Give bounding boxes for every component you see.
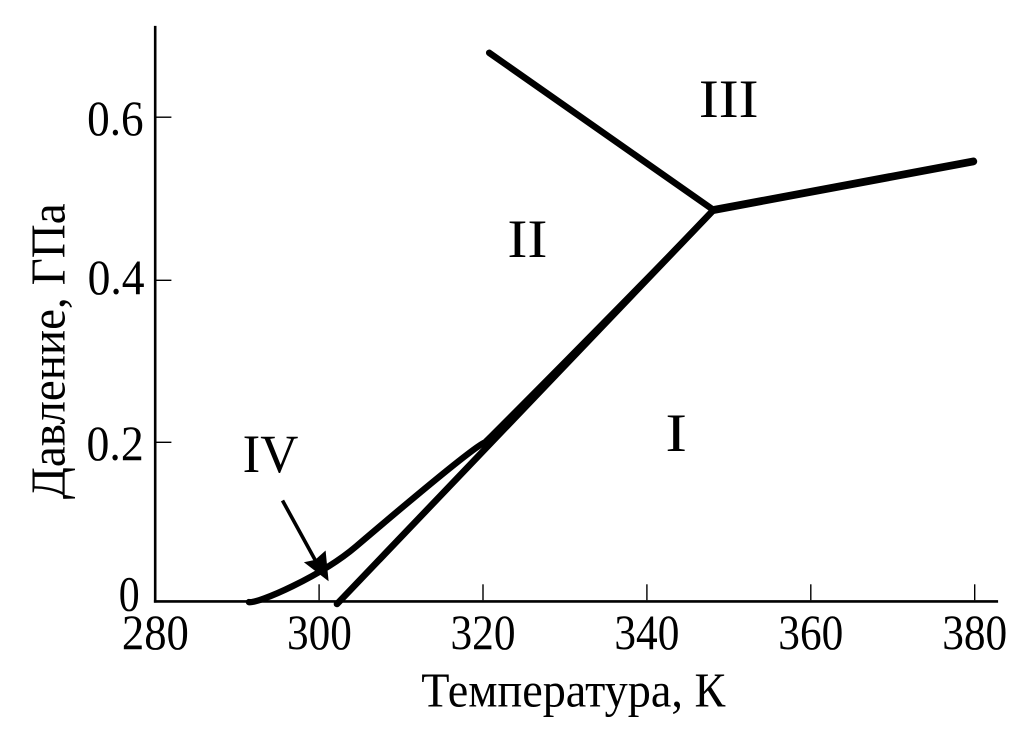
svg-text:380: 380 xyxy=(942,604,1007,660)
svg-text:Давление, ГПа: Давление, ГПа xyxy=(21,203,76,499)
svg-text:320: 320 xyxy=(451,604,516,660)
svg-text:Температура, К: Температура, К xyxy=(421,663,725,718)
svg-text:360: 360 xyxy=(778,604,843,660)
svg-text:II: II xyxy=(507,209,547,269)
svg-text:I: I xyxy=(665,403,687,463)
svg-text:0.6: 0.6 xyxy=(87,90,144,146)
svg-text:0: 0 xyxy=(119,565,140,621)
svg-text:IV: IV xyxy=(243,424,299,484)
svg-text:0.2: 0.2 xyxy=(87,415,144,471)
svg-text:300: 300 xyxy=(287,604,352,660)
svg-text:III: III xyxy=(699,69,759,129)
svg-text:340: 340 xyxy=(614,604,679,660)
svg-text:280: 280 xyxy=(122,604,189,660)
svg-text:0.4: 0.4 xyxy=(88,249,145,305)
